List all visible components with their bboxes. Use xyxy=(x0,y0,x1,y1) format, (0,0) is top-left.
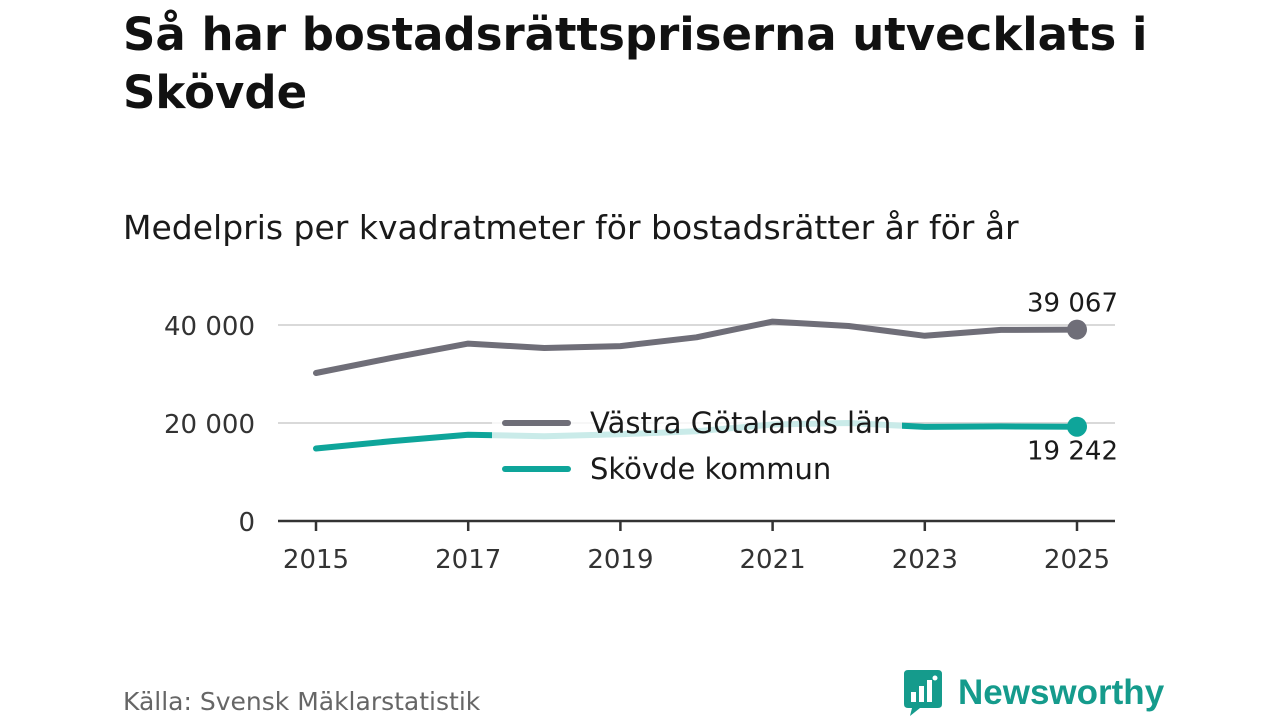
end-marker-vastra-gotaland xyxy=(1067,319,1087,340)
x-tick-label: 2021 xyxy=(740,545,806,575)
y-tick-label: 0 xyxy=(238,508,255,538)
chart-title: Så har bostadsrättspriserna utvecklats i… xyxy=(123,8,1148,119)
end-label-skovde: 19 242 xyxy=(1027,437,1118,467)
brand-name: Newsworthy xyxy=(958,673,1165,712)
end-marker-skovde xyxy=(1067,416,1087,437)
x-tick-label: 2017 xyxy=(435,545,501,575)
x-tick-label: 2023 xyxy=(892,545,958,575)
x-tick-label: 2025 xyxy=(1044,545,1110,575)
source-note: Källa: Svensk Mäklarstatistik xyxy=(123,687,481,716)
series-line-vastra-gotaland xyxy=(313,318,1080,376)
legend-background xyxy=(492,402,902,492)
y-tick-label: 40 000 xyxy=(164,312,255,342)
x-tick-label: 2019 xyxy=(587,545,653,575)
newsworthy-logo-icon xyxy=(904,670,942,716)
legend-label-skovde: Skövde kommun xyxy=(590,452,831,486)
legend-label-vastra-gotaland: Västra Götalands län xyxy=(590,406,891,440)
x-tick-label: 2015 xyxy=(283,545,349,575)
chart-subtitle: Medelpris per kvadratmeter för bostadsrä… xyxy=(123,208,1019,247)
brand[interactable]: Newsworthy xyxy=(902,670,1164,716)
y-tick-label: 20 000 xyxy=(164,410,255,440)
end-label-vastra-gotaland: 39 067 xyxy=(1027,289,1118,319)
